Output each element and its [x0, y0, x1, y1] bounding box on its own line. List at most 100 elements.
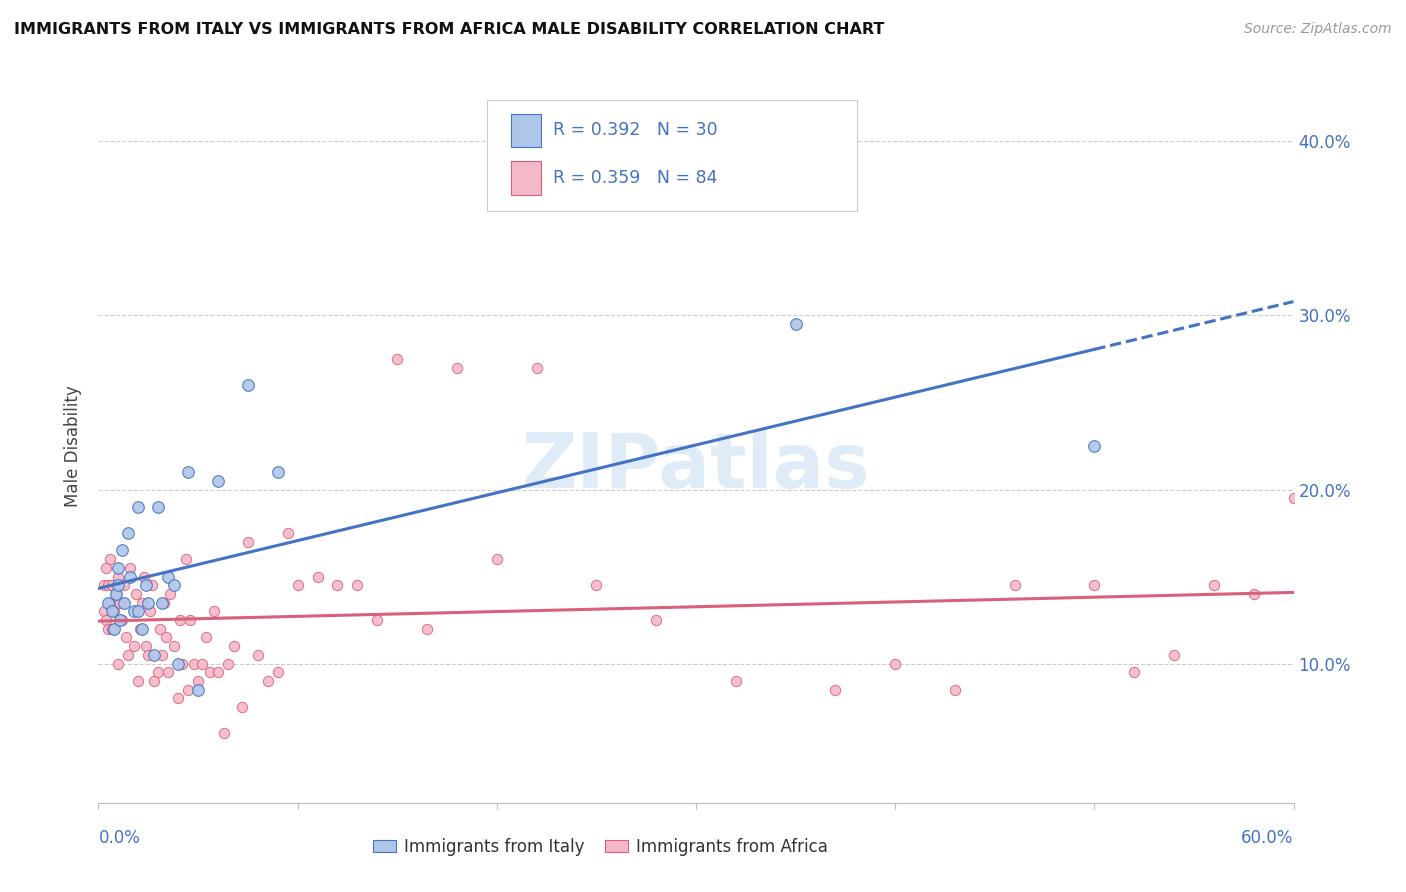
Point [107, 569, 129, 583]
Point [1004, 578, 1026, 592]
Point [169, 613, 191, 627]
Point [485, 552, 508, 566]
Point [103, 604, 125, 618]
Point [884, 657, 907, 671]
Point [183, 657, 205, 671]
Point [1282, 491, 1305, 506]
Point [127, 604, 149, 618]
Point [110, 596, 132, 610]
Point [307, 569, 329, 583]
Point [231, 700, 253, 714]
Point [217, 657, 239, 671]
Legend: Immigrants from Italy, Immigrants from Africa: Immigrants from Italy, Immigrants from A… [366, 831, 835, 863]
Point [198, 665, 221, 680]
Point [167, 657, 190, 671]
Point [177, 465, 200, 479]
Point [143, 673, 166, 688]
Point [120, 561, 142, 575]
Point [127, 673, 149, 688]
Point [526, 360, 548, 375]
Text: 60.0%: 60.0% [1241, 829, 1294, 847]
Point [107, 561, 129, 575]
Point [943, 682, 966, 697]
Point [149, 622, 172, 636]
Point [287, 578, 309, 592]
Point [93, 604, 115, 618]
Point [157, 569, 180, 583]
Point [134, 569, 156, 583]
Text: Source: ZipAtlas.com: Source: ZipAtlas.com [1244, 22, 1392, 37]
Text: R = 0.359   N = 84: R = 0.359 N = 84 [553, 169, 717, 187]
Point [153, 596, 176, 610]
Point [105, 587, 128, 601]
Point [187, 673, 209, 688]
Point [93, 578, 115, 592]
Point [135, 639, 157, 653]
Point [179, 613, 201, 627]
Point [385, 351, 409, 366]
Point [112, 596, 135, 610]
Point [785, 317, 807, 331]
Point [124, 639, 146, 653]
Point [207, 665, 229, 680]
Point [100, 596, 122, 610]
Point [159, 587, 181, 601]
Point [167, 691, 190, 706]
Point [366, 613, 388, 627]
Point [172, 657, 194, 671]
Point [187, 682, 209, 697]
Point [131, 622, 153, 636]
Point [246, 648, 269, 662]
Point [125, 587, 148, 601]
Point [97, 578, 120, 592]
FancyBboxPatch shape [486, 100, 858, 211]
Point [96, 613, 118, 627]
Text: R = 0.392   N = 30: R = 0.392 N = 30 [553, 121, 717, 139]
Text: ZIPatlas: ZIPatlas [522, 431, 870, 504]
Point [112, 578, 135, 592]
Point [155, 631, 177, 645]
Point [277, 526, 299, 541]
Point [157, 665, 180, 680]
Point [724, 673, 747, 688]
Point [136, 596, 159, 610]
Point [163, 578, 186, 592]
Point [256, 673, 278, 688]
Point [96, 561, 118, 575]
Point [135, 578, 157, 592]
Point [163, 639, 186, 653]
Point [195, 631, 218, 645]
Point [139, 604, 162, 618]
Point [101, 622, 124, 636]
FancyBboxPatch shape [510, 114, 541, 147]
Point [97, 596, 120, 610]
Point [236, 534, 259, 549]
Point [212, 726, 235, 740]
Point [191, 657, 214, 671]
Point [174, 552, 197, 566]
Point [97, 622, 120, 636]
Point [129, 622, 152, 636]
Point [150, 648, 173, 662]
Point [416, 622, 439, 636]
Point [127, 500, 149, 514]
Point [1202, 578, 1225, 592]
Point [267, 665, 290, 680]
Point [107, 657, 129, 671]
Y-axis label: Male Disability: Male Disability [65, 385, 83, 507]
Point [103, 622, 125, 636]
Point [207, 474, 229, 488]
Point [111, 543, 134, 558]
Point [346, 578, 368, 592]
Point [446, 360, 468, 375]
Point [143, 648, 166, 662]
Point [107, 578, 129, 592]
Point [1083, 439, 1105, 453]
Point [101, 604, 124, 618]
Point [136, 648, 159, 662]
Point [1163, 648, 1185, 662]
Point [115, 631, 138, 645]
Point [120, 569, 142, 583]
Point [202, 604, 225, 618]
Point [177, 682, 200, 697]
